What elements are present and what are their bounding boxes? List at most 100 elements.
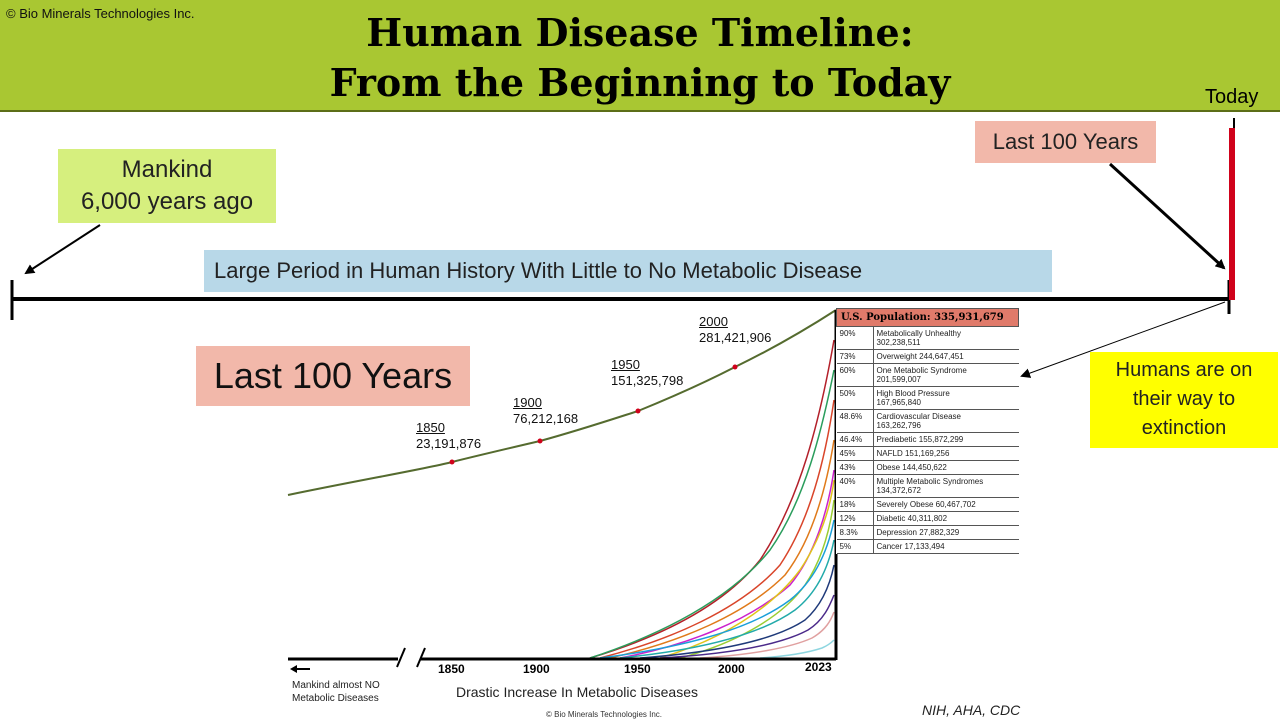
disease-curve xyxy=(639,564,835,659)
disease-curve xyxy=(599,399,835,659)
row-percent: 48.6% xyxy=(836,409,874,433)
extinction-line-1: Humans are on xyxy=(1115,359,1253,381)
row-percent: 5% xyxy=(836,539,874,554)
copyright-notice: © Bio Minerals Technologies Inc. xyxy=(6,6,195,21)
row-description: Multiple Metabolic Syndromes 134,372,672 xyxy=(873,474,1019,498)
row-value: 163,262,796 xyxy=(876,421,922,430)
today-label: Today xyxy=(1205,86,1259,108)
row-label: Depression 27,882,329 xyxy=(876,528,960,537)
last-100-arrow xyxy=(1108,162,1226,270)
title-banner xyxy=(0,0,1280,112)
extinction-line-2: their way to xyxy=(1132,388,1236,410)
population-label-1900: 1900 76,212,168 xyxy=(513,395,578,427)
title-line-2: From the Beginning to Today xyxy=(329,60,951,105)
row-description: Obese 144,450,622 xyxy=(873,460,1019,475)
table-row: 8.3% Depression 27,882,329 xyxy=(836,525,1019,540)
row-label: Multiple Metabolic Syndromes xyxy=(876,477,984,486)
disease-curve xyxy=(659,479,835,659)
table-row: 50% High Blood Pressure 167,965,840 xyxy=(836,386,1019,410)
row-label: One Metabolic Syndrome xyxy=(876,366,967,375)
axis-year-2000: 2000 xyxy=(718,662,745,676)
table-header: U.S. Population: 335,931,679 xyxy=(836,308,1019,327)
population-value: 281,421,906 xyxy=(699,330,772,345)
left-note-line-1: Mankind almost NO xyxy=(292,680,380,691)
arrow-left-icon xyxy=(290,665,310,673)
row-value: 167,965,840 xyxy=(876,398,922,407)
population-value: 23,191,876 xyxy=(416,436,482,451)
population-label-1850: 1850 23,191,876 xyxy=(416,420,481,452)
row-description: NAFLD 151,169,256 xyxy=(873,446,1019,461)
left-note-line-2: Metabolic Diseases xyxy=(292,693,379,704)
disease-curve xyxy=(589,339,835,659)
row-description: Depression 27,882,329 xyxy=(873,525,1019,540)
disease-curve xyxy=(659,594,835,659)
left-note: Mankind almost NO Metabolic Diseases xyxy=(292,679,380,705)
table-row: 5% Cancer 17,133,494 xyxy=(836,539,1019,554)
row-percent: 50% xyxy=(836,386,874,410)
row-percent: 46.4% xyxy=(836,432,874,447)
row-label: Overweight 244,647,451 xyxy=(876,352,964,361)
disease-curve xyxy=(609,439,835,659)
disease-curve xyxy=(589,369,835,659)
table-body: 90% Metabolically Unhealthy 302,238,511 73%… xyxy=(836,326,1019,554)
population-year: 1950 xyxy=(611,357,640,372)
mankind-arrow xyxy=(24,224,101,275)
population-label-1950: 1950 151,325,798 xyxy=(611,357,683,389)
axis-year-1950: 1950 xyxy=(624,662,651,676)
table-row: 73% Overweight 244,647,451 xyxy=(836,349,1019,364)
disease-curve xyxy=(619,469,835,659)
today-marker xyxy=(1229,128,1235,300)
table-row: 18% Severely Obese 60,467,702 xyxy=(836,497,1019,512)
axis-year-1900: 1900 xyxy=(523,662,550,676)
axis-year-1850: 1850 xyxy=(438,662,465,676)
disease-curve xyxy=(699,611,835,659)
row-description: Cancer 17,133,494 xyxy=(873,539,1019,554)
population-value: 76,212,168 xyxy=(513,411,579,426)
row-description: High Blood Pressure 167,965,840 xyxy=(873,386,1019,410)
population-curve xyxy=(287,309,837,496)
row-description: Severely Obese 60,467,702 xyxy=(873,497,1019,512)
row-percent: 12% xyxy=(836,511,874,526)
row-label: Prediabetic 155,872,299 xyxy=(876,435,964,444)
row-description: Metabolically Unhealthy 302,238,511 xyxy=(873,326,1019,350)
table-row: 43% Obese 144,450,622 xyxy=(836,460,1019,475)
disease-curve xyxy=(619,539,835,659)
last-100-years-heading: Last 100 Years xyxy=(196,346,470,406)
row-description: Diabetic 40,311,802 xyxy=(873,511,1019,526)
row-percent: 8.3% xyxy=(836,525,874,540)
bottom-copyright: © Bio Minerals Technologies Inc. xyxy=(546,710,663,719)
extinction-arrow xyxy=(1020,301,1226,378)
mankind-callout: Mankind 6,000 years ago xyxy=(58,149,276,223)
row-label: Cardiovascular Disease xyxy=(876,412,961,421)
population-point-1950 xyxy=(635,408,641,414)
population-label-2000: 2000 281,421,906 xyxy=(699,314,771,346)
axis-year-2023: 2023 xyxy=(805,660,832,674)
page-title: Human Disease Timeline: From the Beginni… xyxy=(0,8,1280,108)
population-year: 2000 xyxy=(699,314,728,329)
extinction-line-3: extinction xyxy=(1141,417,1227,439)
table-row: 60% One Metabolic Syndrome 201,599,007 xyxy=(836,363,1019,387)
row-percent: 45% xyxy=(836,446,874,461)
table-row: 40% Multiple Metabolic Syndromes 134,372,6… xyxy=(836,474,1019,498)
row-value: 302,238,511 xyxy=(876,338,921,347)
row-description: Overweight 244,647,451 xyxy=(873,349,1019,364)
row-percent: 90% xyxy=(836,326,874,350)
sources-note: NIH, AHA, CDC xyxy=(922,702,1021,718)
title-line-1: Human Disease Timeline: xyxy=(366,10,914,55)
mankind-line-1: Mankind xyxy=(121,156,213,183)
row-label: Severely Obese 60,467,702 xyxy=(876,500,976,509)
chart-caption: Drastic Increase In Metabolic Diseases xyxy=(456,684,698,700)
last-100-years-callout: Last 100 Years xyxy=(975,121,1156,163)
population-year: 1850 xyxy=(416,420,445,435)
row-percent: 18% xyxy=(836,497,874,512)
row-percent: 60% xyxy=(836,363,874,387)
row-label: High Blood Pressure xyxy=(876,389,950,398)
row-percent: 40% xyxy=(836,474,874,498)
row-description: Cardiovascular Disease 163,262,796 xyxy=(873,409,1019,433)
table-row: 45% NAFLD 151,169,256 xyxy=(836,446,1019,461)
row-percent: 73% xyxy=(836,349,874,364)
row-description: Prediabetic 155,872,299 xyxy=(873,432,1019,447)
population-point-2000 xyxy=(732,364,738,370)
period-banner: Large Period in Human History With Littl… xyxy=(204,250,1052,292)
